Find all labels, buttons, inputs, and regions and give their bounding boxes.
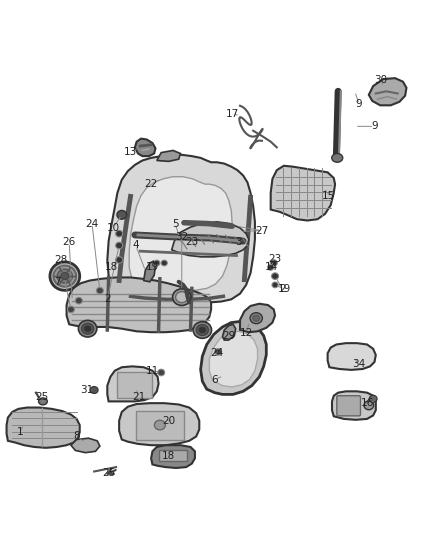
Text: 8: 8 bbox=[73, 431, 80, 441]
Text: 2: 2 bbox=[279, 284, 286, 294]
Text: 19: 19 bbox=[278, 284, 291, 294]
Text: 24: 24 bbox=[210, 348, 223, 358]
Polygon shape bbox=[271, 166, 335, 221]
Ellipse shape bbox=[173, 289, 191, 305]
Text: 32: 32 bbox=[175, 232, 188, 242]
Text: 13: 13 bbox=[124, 147, 137, 157]
FancyBboxPatch shape bbox=[159, 450, 187, 462]
Text: 14: 14 bbox=[265, 262, 278, 272]
Text: 20: 20 bbox=[162, 416, 175, 426]
Ellipse shape bbox=[369, 395, 377, 402]
Ellipse shape bbox=[199, 327, 206, 333]
Polygon shape bbox=[157, 150, 180, 161]
Polygon shape bbox=[369, 78, 406, 106]
Ellipse shape bbox=[193, 322, 212, 338]
Ellipse shape bbox=[270, 260, 277, 266]
Ellipse shape bbox=[61, 273, 69, 280]
Text: 29: 29 bbox=[222, 330, 235, 341]
Ellipse shape bbox=[117, 211, 127, 219]
Ellipse shape bbox=[116, 257, 123, 263]
Text: 23: 23 bbox=[268, 254, 282, 264]
Text: 4: 4 bbox=[132, 240, 139, 251]
Ellipse shape bbox=[75, 297, 82, 304]
Text: 19: 19 bbox=[146, 262, 159, 272]
Ellipse shape bbox=[158, 369, 165, 376]
Text: 27: 27 bbox=[255, 225, 268, 236]
Text: 9: 9 bbox=[371, 122, 378, 131]
Text: 34: 34 bbox=[352, 359, 365, 369]
Ellipse shape bbox=[332, 154, 343, 162]
Text: 15: 15 bbox=[322, 190, 335, 200]
Ellipse shape bbox=[196, 325, 208, 335]
Text: 25: 25 bbox=[35, 392, 48, 402]
Text: 5: 5 bbox=[172, 219, 179, 229]
Polygon shape bbox=[67, 278, 211, 332]
Ellipse shape bbox=[272, 282, 278, 288]
Text: 16: 16 bbox=[361, 398, 374, 408]
Text: 24: 24 bbox=[85, 219, 99, 229]
Ellipse shape bbox=[154, 260, 160, 266]
Polygon shape bbox=[129, 177, 232, 290]
FancyBboxPatch shape bbox=[136, 411, 184, 440]
Text: 18: 18 bbox=[162, 451, 175, 461]
Polygon shape bbox=[107, 366, 159, 401]
FancyBboxPatch shape bbox=[337, 395, 360, 416]
Polygon shape bbox=[328, 343, 376, 370]
Text: 6: 6 bbox=[211, 375, 218, 384]
Polygon shape bbox=[107, 155, 255, 302]
Text: 17: 17 bbox=[226, 109, 239, 119]
Ellipse shape bbox=[57, 269, 73, 283]
Text: 3: 3 bbox=[235, 237, 242, 247]
Text: 11: 11 bbox=[146, 366, 159, 376]
Ellipse shape bbox=[90, 386, 98, 393]
Text: 2: 2 bbox=[104, 294, 111, 304]
Text: 7: 7 bbox=[54, 277, 61, 287]
Polygon shape bbox=[223, 324, 236, 340]
Ellipse shape bbox=[81, 323, 94, 334]
Ellipse shape bbox=[39, 398, 47, 405]
Text: 9: 9 bbox=[356, 100, 363, 109]
Ellipse shape bbox=[78, 320, 97, 337]
Polygon shape bbox=[240, 304, 275, 332]
Ellipse shape bbox=[161, 260, 167, 266]
Ellipse shape bbox=[250, 313, 262, 324]
Text: 28: 28 bbox=[54, 255, 67, 265]
Polygon shape bbox=[209, 332, 258, 387]
Polygon shape bbox=[151, 445, 195, 468]
Ellipse shape bbox=[253, 315, 260, 321]
Ellipse shape bbox=[364, 401, 374, 410]
Ellipse shape bbox=[96, 287, 103, 294]
Ellipse shape bbox=[176, 292, 188, 303]
Text: 26: 26 bbox=[63, 237, 76, 247]
Polygon shape bbox=[144, 261, 155, 282]
Ellipse shape bbox=[272, 273, 279, 279]
Text: 23: 23 bbox=[185, 237, 198, 247]
Text: 12: 12 bbox=[240, 328, 253, 338]
Polygon shape bbox=[71, 438, 100, 453]
Polygon shape bbox=[135, 139, 155, 156]
Text: 31: 31 bbox=[80, 385, 93, 395]
Polygon shape bbox=[172, 222, 249, 257]
Polygon shape bbox=[332, 391, 376, 420]
Polygon shape bbox=[119, 403, 199, 445]
Ellipse shape bbox=[215, 349, 222, 355]
Ellipse shape bbox=[84, 326, 91, 332]
FancyBboxPatch shape bbox=[117, 372, 152, 398]
Ellipse shape bbox=[53, 265, 76, 287]
Ellipse shape bbox=[116, 242, 123, 249]
Text: 22: 22 bbox=[145, 179, 158, 189]
Text: 21: 21 bbox=[133, 392, 146, 402]
Text: 18: 18 bbox=[105, 262, 118, 272]
Polygon shape bbox=[7, 408, 80, 448]
Ellipse shape bbox=[268, 264, 274, 270]
Text: 30: 30 bbox=[374, 75, 388, 85]
Ellipse shape bbox=[116, 230, 123, 237]
Ellipse shape bbox=[154, 420, 166, 430]
Text: 25: 25 bbox=[102, 468, 115, 478]
Polygon shape bbox=[201, 321, 266, 394]
Text: 1: 1 bbox=[16, 427, 23, 437]
Text: 10: 10 bbox=[106, 223, 120, 233]
Ellipse shape bbox=[50, 262, 80, 290]
Ellipse shape bbox=[67, 306, 74, 313]
